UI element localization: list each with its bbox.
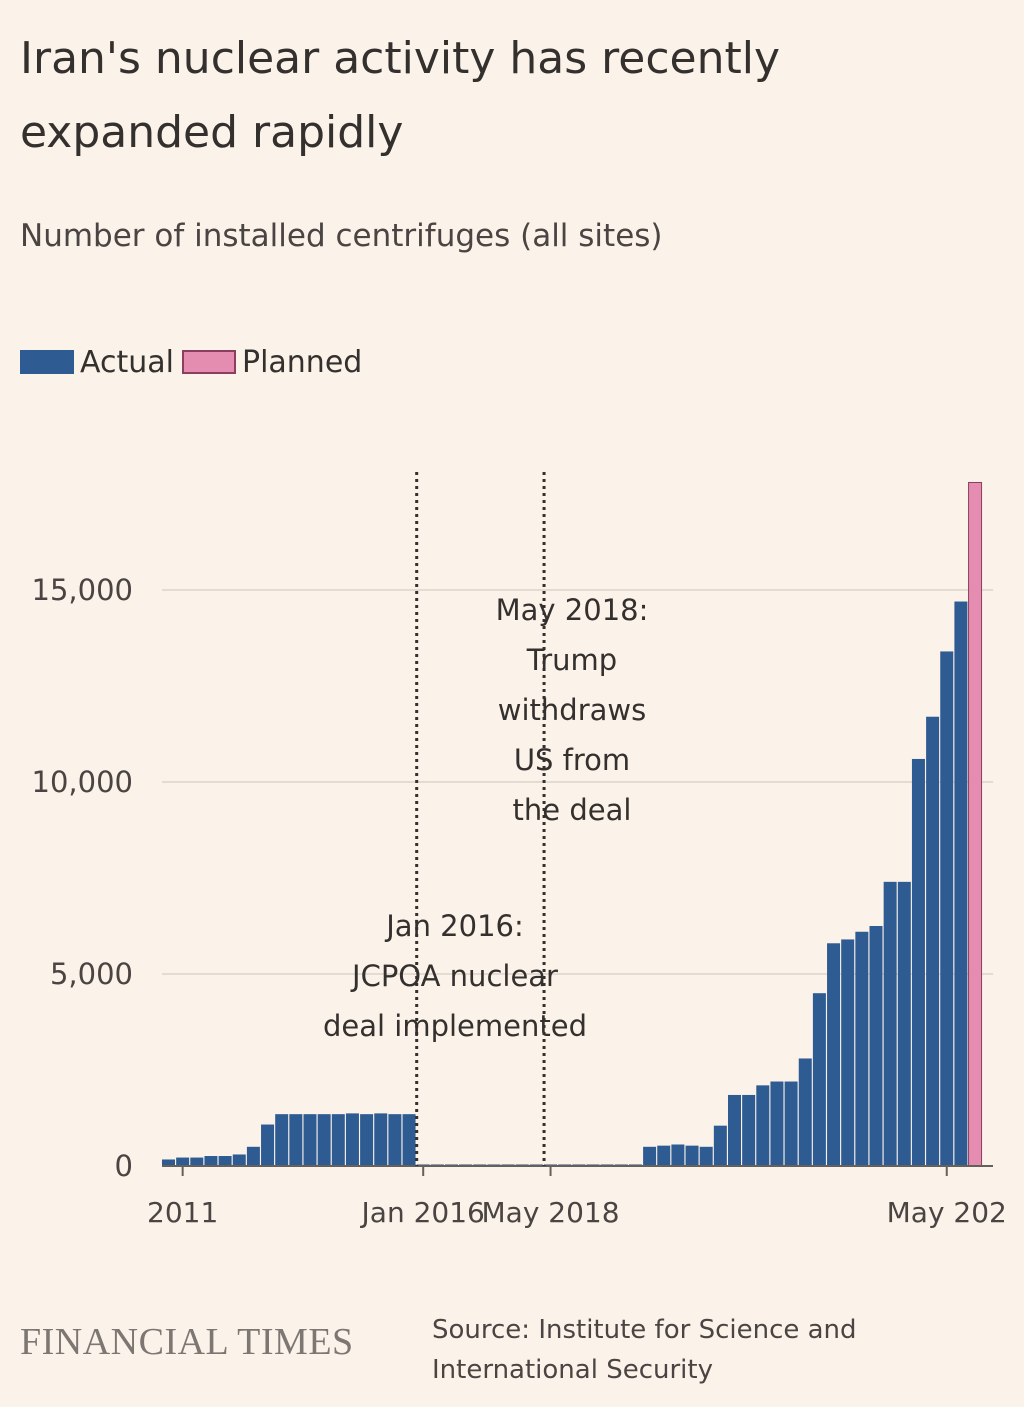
bar-actual-15 [374,1113,388,1166]
bar-actual-51 [883,881,897,1166]
x-tick-label-3: May 202 [887,1196,1007,1229]
bar-actual-36 [671,1144,685,1166]
source-note: Source: Institute for Science and Intern… [432,1315,857,1385]
bar-actual-6 [246,1146,260,1166]
annotation-line-text-jan2016-0: Jan 2016: [384,909,524,943]
annotation-line-text-may2018-4: the deal [513,793,632,827]
annotation-line-text-jan2016-1: JCPOA nuclear [350,959,558,993]
bar-actual-45 [798,1058,812,1166]
bar-actual-11 [317,1114,331,1166]
brand-logo-text: FINANCIAL TIMES [20,1321,354,1363]
bar-actual-12 [331,1114,345,1166]
x-tick-label-2: May 2018 [482,1196,620,1229]
bar-actual-37 [685,1145,699,1166]
bar-actual-17 [402,1114,416,1166]
bar-actual-14 [360,1114,374,1166]
bar-actual-43 [770,1081,784,1166]
bar-actual-0 [162,1159,175,1166]
legend-swatch-planned [181,350,236,374]
bar-actual-34 [643,1146,657,1166]
y-tick-label-3: 15,000 [32,573,133,607]
bar-actual-46 [812,993,826,1166]
bar-actual-1 [176,1157,190,1166]
legend-label-planned: Planned [241,344,363,380]
bar-actual-5 [232,1154,246,1166]
bar-planned-57 [968,481,983,1167]
annotation-line-text-may2018-3: US from [514,743,630,777]
annotation-text-may2018: May 2018: Trump withdraws US from the deal [496,593,649,827]
bar-actual-35 [657,1145,671,1166]
bar-actual-13 [345,1113,359,1166]
y-tick-label-1: 5,000 [50,957,133,991]
bar-actual-56 [954,601,968,1166]
annotation-line-text-may2018-0: May 2018: [496,593,649,627]
annotation-line-text-may2018-1: Trump [526,643,617,677]
bar-actual-38 [699,1146,713,1166]
x-tick-label-1: Jan 2016 [360,1196,485,1229]
bar-actual-47 [827,943,841,1166]
bar-actual-52 [897,881,911,1166]
bar-actual-42 [756,1085,770,1166]
bar-actual-39 [713,1125,727,1166]
legend-label-actual: Actual [80,344,174,380]
annotation-line-text-jan2016-2: deal implemented [323,1009,587,1043]
bar-actual-3 [204,1156,218,1166]
x-tick-label-0: 2011 [147,1196,218,1229]
legend-swatch-actual [20,350,74,374]
bar-actual-7 [261,1124,275,1166]
bar-actual-49 [855,931,869,1166]
bar-actual-16 [388,1114,402,1166]
bar-actual-48 [841,939,855,1166]
bar-actual-41 [742,1094,756,1166]
bar-actual-50 [869,926,883,1166]
legend: Actual Planned [20,340,370,384]
bar-actual-55 [940,651,954,1166]
y-tick-label-2: 10,000 [32,765,133,799]
bar-actual-9 [289,1114,303,1166]
chart-subtitle: Number of installed centrifuges (all sit… [20,218,663,254]
legend-item-planned: Planned [181,344,363,380]
bar-actual-8 [275,1114,289,1166]
bar-actual-53 [911,758,925,1166]
bar-actual-2 [190,1157,204,1166]
bar-actual-54 [926,716,940,1166]
annotation-text-jan2016: Jan 2016: JCPOA nuclear deal implemented [323,909,587,1043]
legend-item-actual: Actual [20,345,174,380]
bar-actual-10 [303,1114,317,1166]
bar-actual-40 [728,1094,741,1166]
y-tick-label-0: 0 [115,1149,133,1183]
chart-title: Iran's nuclear activity has recently exp… [20,33,781,158]
annotation-line-text-may2018-2: withdraws [498,693,646,727]
bar-actual-44 [784,1081,798,1166]
bar-actual-4 [218,1156,232,1166]
